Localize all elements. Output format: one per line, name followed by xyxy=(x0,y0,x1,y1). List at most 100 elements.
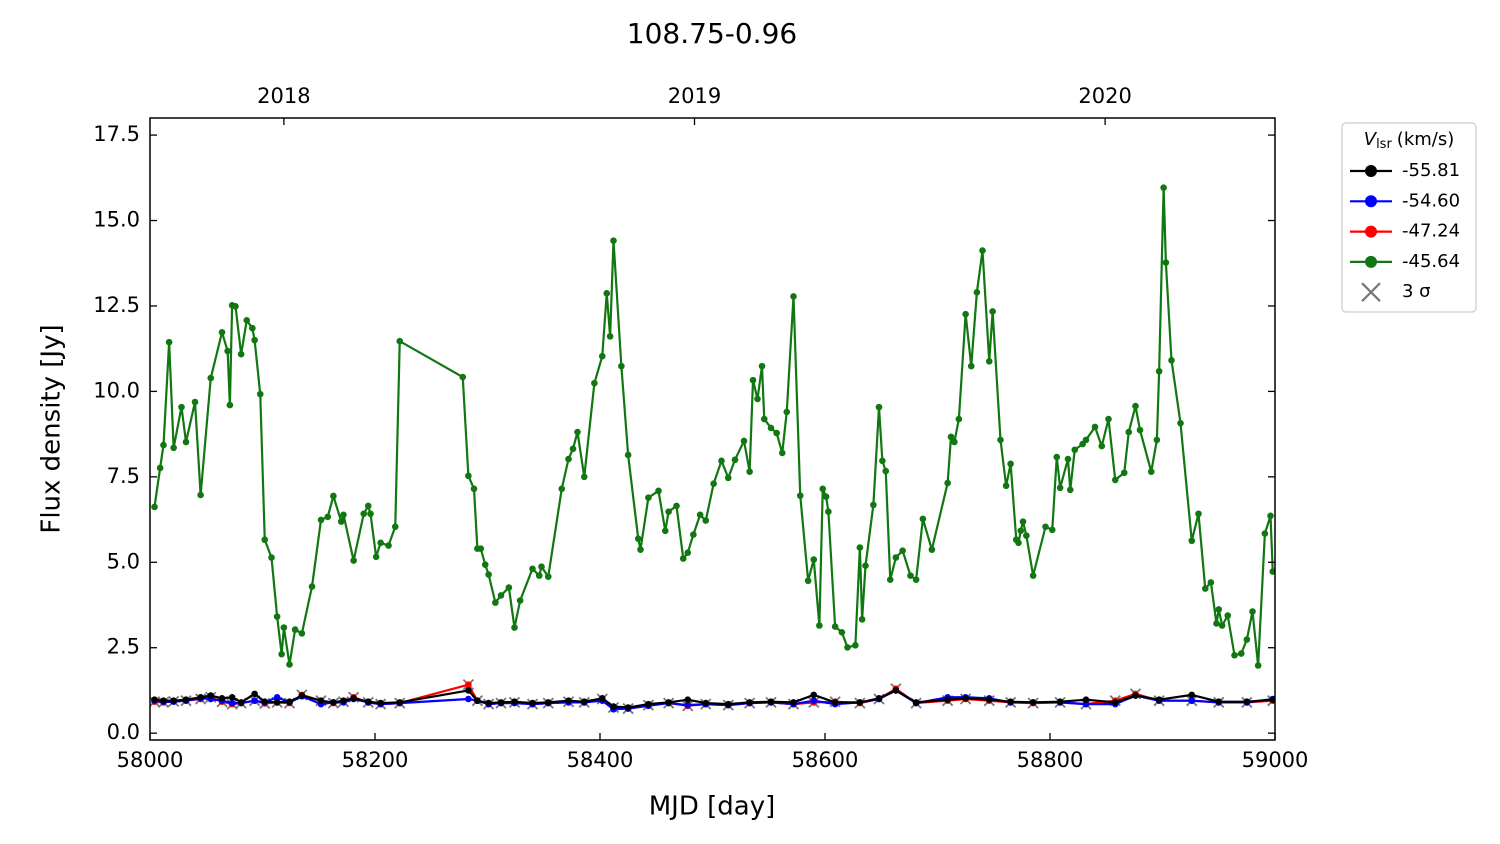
y-tick-label: 2.5 xyxy=(107,635,140,659)
data-point xyxy=(1188,691,1196,699)
data-point xyxy=(1042,523,1049,531)
data-point xyxy=(955,415,963,423)
data-point xyxy=(684,549,692,557)
data-point xyxy=(324,513,332,521)
data-point xyxy=(879,457,886,465)
data-point xyxy=(907,572,914,579)
data-point xyxy=(790,699,797,706)
data-point xyxy=(979,247,986,254)
legend-title-subscript: lsr xyxy=(1376,137,1392,152)
x-axis-label: MJD [day] xyxy=(649,792,776,822)
data-point xyxy=(298,630,306,637)
data-point xyxy=(151,503,158,511)
data-point xyxy=(396,699,404,706)
data-point xyxy=(529,699,536,707)
data-point xyxy=(1155,367,1163,375)
x-tick-label: 58800 xyxy=(1017,748,1084,772)
data-point xyxy=(773,429,780,437)
data-point xyxy=(251,690,258,698)
data-point xyxy=(207,374,215,382)
data-point xyxy=(1136,426,1144,434)
data-point xyxy=(497,592,505,599)
x-tick-label: 58200 xyxy=(342,748,409,772)
data-point xyxy=(291,626,299,633)
data-point xyxy=(852,642,859,649)
x2-tick-label: 2020 xyxy=(1078,84,1131,108)
legend-label: -47.24 xyxy=(1402,221,1460,242)
data-point xyxy=(516,597,524,604)
data-point xyxy=(598,352,606,360)
data-point xyxy=(396,337,404,345)
data-point xyxy=(710,480,717,487)
data-point xyxy=(1029,699,1037,706)
data-point xyxy=(465,472,472,480)
data-point xyxy=(973,288,981,296)
data-point xyxy=(481,561,489,568)
data-point xyxy=(207,692,215,699)
data-point xyxy=(1153,436,1161,444)
data-point xyxy=(598,695,606,702)
data-point xyxy=(856,699,864,706)
data-point xyxy=(477,545,485,552)
data-point xyxy=(810,691,818,699)
data-point xyxy=(558,485,566,493)
data-point xyxy=(944,696,951,703)
data-point xyxy=(661,527,669,535)
data-point xyxy=(511,624,518,631)
data-point xyxy=(928,546,936,553)
data-point xyxy=(538,563,545,571)
data-point xyxy=(618,362,625,370)
data-point xyxy=(886,576,894,584)
x-tick-label: 59000 xyxy=(1242,748,1309,772)
data-point xyxy=(1215,698,1223,706)
data-point xyxy=(273,693,281,701)
data-point xyxy=(364,698,372,706)
legend-marker xyxy=(1365,195,1377,208)
data-point xyxy=(856,544,864,551)
data-point xyxy=(529,565,536,573)
data-point xyxy=(1015,539,1022,547)
data-point xyxy=(280,624,288,631)
data-point xyxy=(182,438,190,446)
data-point xyxy=(243,317,251,324)
data-point xyxy=(340,697,347,704)
data-point xyxy=(810,556,818,563)
data-point xyxy=(912,576,920,584)
data-point xyxy=(892,554,900,561)
data-point xyxy=(796,492,804,499)
data-point xyxy=(1218,622,1226,629)
data-point xyxy=(989,308,996,315)
data-point xyxy=(731,456,739,464)
data-point xyxy=(603,290,611,297)
data-point xyxy=(1224,612,1232,619)
data-point xyxy=(565,455,572,463)
legend-label: -45.64 xyxy=(1402,251,1460,272)
data-point xyxy=(237,350,245,358)
data-point xyxy=(967,362,975,370)
data-point xyxy=(544,699,552,706)
data-point xyxy=(690,531,697,538)
data-point xyxy=(182,696,190,703)
data-point xyxy=(511,698,518,706)
data-point xyxy=(580,698,588,706)
data-point xyxy=(569,445,577,453)
data-point xyxy=(1168,357,1175,364)
legend-marker xyxy=(1365,255,1377,268)
data-point xyxy=(377,539,384,547)
data-point xyxy=(273,699,281,706)
data-point xyxy=(535,572,543,579)
data-point xyxy=(251,697,258,704)
data-point xyxy=(665,508,672,516)
data-point xyxy=(251,336,258,344)
data-point xyxy=(1029,572,1037,579)
data-point xyxy=(1082,436,1090,444)
data-point xyxy=(944,479,951,487)
legend: Vlsr (km/s) -55.81 -54.60 -47.24 -45.64 3 σ xyxy=(1341,122,1477,313)
data-point xyxy=(1056,698,1064,706)
data-point xyxy=(286,698,293,706)
x2-tick-label: 2018 xyxy=(257,84,310,108)
data-point xyxy=(1160,184,1167,192)
data-point xyxy=(1066,486,1074,494)
data-point xyxy=(268,554,275,561)
legend-title-symbol: V xyxy=(1364,129,1378,150)
